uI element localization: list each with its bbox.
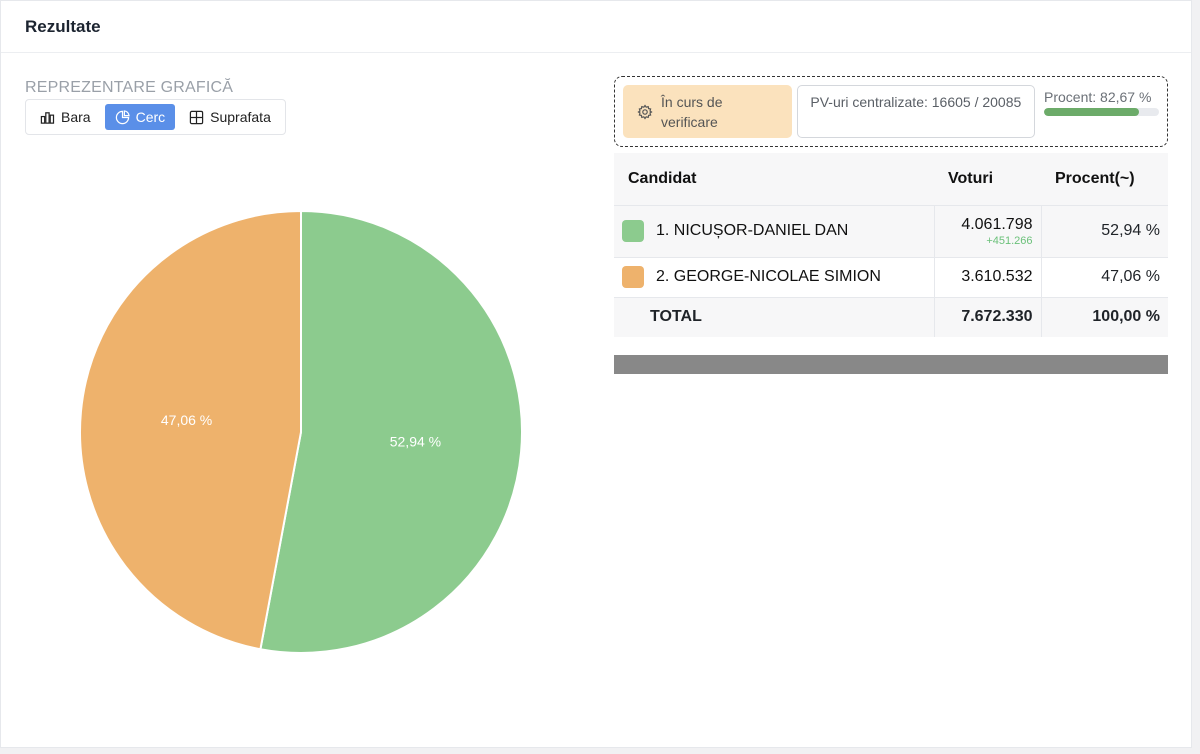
table-header-row: Candidat Voturi Procent(~) (614, 153, 1168, 205)
pie-slice-label: 47,06 % (161, 412, 212, 428)
candidate-name: 2. GEORGE-NICOLAE SIMION (656, 268, 881, 285)
votes-value: 4.061.798 (961, 215, 1033, 233)
pie-chart: 52,94 % 47,06 % (77, 208, 525, 656)
gear-icon (637, 103, 653, 120)
header-candidate: Candidat (628, 169, 697, 187)
candidate-color-swatch (622, 220, 644, 242)
percent-progress-fill (1044, 108, 1140, 116)
candidate-cell: 2. GEORGE-NICOLAE SIMION (614, 256, 934, 297)
status-box: În curs de verificare PV-uri centralizat… (614, 76, 1168, 147)
header-percent: Procent(~) (1055, 169, 1135, 187)
pie-slice-label: 52,94 % (390, 433, 441, 449)
percent-progress-track (1044, 108, 1159, 116)
percent-label: Procent: 82,67 % (1044, 89, 1152, 105)
candidate-name: 1. NICUȘOR-DANIEL DAN (656, 222, 849, 239)
table-footer-bar (614, 355, 1168, 374)
percent-box: Procent: 82,67 % (1040, 85, 1159, 138)
candidate-cell: 1. NICUȘOR-DANIEL DAN (614, 204, 934, 257)
table-row: 2. GEORGE-NICOLAE SIMION 3.610.532 47,06… (614, 256, 1168, 297)
chart-type-area-button[interactable]: Suprafata (179, 104, 281, 130)
chart-section: REPREZENTARE GRAFICĂ Bara Cerc Suprafata (25, 79, 585, 135)
verification-badge: În curs de verificare (623, 85, 793, 138)
total-label: TOTAL (614, 296, 934, 337)
table-row: 1. NICUȘOR-DANIEL DAN 4.061.798 +451.266… (614, 204, 1168, 257)
pie-chart-svg: 52,94 % 47,06 % (79, 209, 523, 654)
chart-section-title: REPREZENTARE GRAFICĂ (25, 79, 234, 96)
chart-type-area-label: Suprafata (210, 109, 271, 125)
pie-slice[interactable] (259, 209, 523, 654)
pie-slice[interactable] (79, 209, 302, 651)
area-grid-icon (189, 110, 204, 124)
page-title: Rezultate (25, 16, 101, 36)
results-panel: În curs de verificare PV-uri centralizat… (614, 76, 1168, 374)
card-header: Rezultate (1, 1, 1191, 53)
votes-diff: +451.266 (986, 234, 1033, 247)
results-table: Candidat Voturi Procent(~) 1. NICUȘOR-DA… (614, 153, 1168, 337)
table-total-row: TOTAL 7.672.330 100,00 % (614, 296, 1168, 337)
percent-cell: 52,94 % (1040, 204, 1168, 257)
percent-cell: 47,06 % (1040, 256, 1168, 297)
header-votes: Voturi (948, 169, 994, 187)
votes-cell: 4.061.798 +451.266 (933, 204, 1041, 257)
total-percent: 100,00 % (1040, 296, 1168, 337)
total-votes: 7.672.330 (933, 296, 1041, 337)
chart-type-bar-button[interactable]: Bara (30, 104, 101, 130)
votes-cell: 3.610.532 (933, 256, 1041, 297)
votes-value: 3.610.532 (961, 268, 1033, 285)
chart-type-pie-button[interactable]: Cerc (104, 104, 176, 130)
pv-counter: PV-uri centralizate: 16605 / 20085 (797, 85, 1035, 138)
candidate-color-swatch (622, 266, 644, 288)
chart-type-bar-label: Bara (61, 109, 91, 125)
verification-label: În curs de verificare (661, 93, 723, 130)
chart-type-pie-label: Cerc (135, 109, 166, 125)
bar-chart-icon (40, 111, 55, 124)
pie-chart-icon (115, 109, 130, 124)
chart-type-toggle: Bara Cerc Suprafata (25, 99, 286, 135)
